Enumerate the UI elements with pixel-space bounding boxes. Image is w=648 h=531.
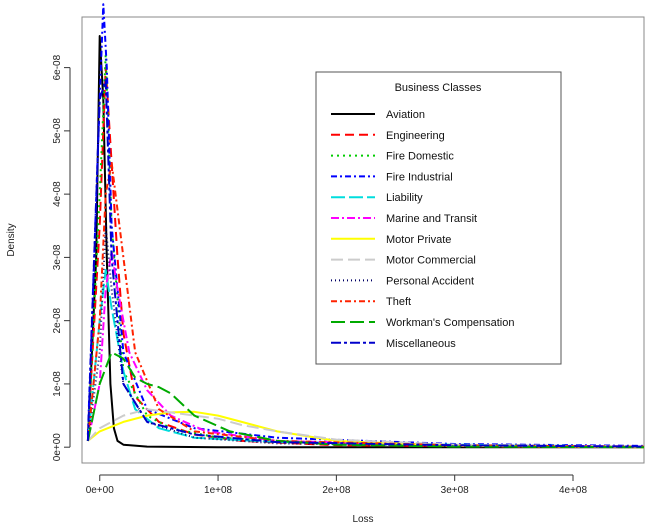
series-line-0 [86, 35, 644, 449]
series-line-10 [86, 351, 645, 449]
x-axis-title: Loss [352, 514, 373, 525]
legend-label: Aviation [386, 109, 425, 121]
legend-title: Business Classes [395, 82, 482, 94]
legend-label: Motor Private [386, 234, 451, 246]
series-line-8 [86, 224, 645, 449]
series-line-11 [86, 79, 645, 448]
y-tick-label: 3e-08 [52, 244, 63, 270]
plot-frame [81, 16, 645, 464]
y-tick-label: 2e-08 [52, 307, 63, 333]
legend: Business Classes Aviation Engineering Fire… [315, 71, 562, 365]
y-tick-label: 1e-08 [52, 371, 63, 397]
x-tick-label: 1e+08 [204, 485, 233, 496]
x-axis: 0e+00 1e+08 2e+08 3e+08 4e+08 [86, 474, 588, 496]
legend-label: Engineering [386, 130, 445, 142]
legend-label: Workman's Compensation [386, 317, 514, 329]
y-tick-label: 5e-08 [52, 118, 63, 144]
legend-label: Liability [386, 192, 423, 204]
y-tick-label: 6e-08 [52, 54, 63, 80]
y-tick-label: 0e+00 [52, 433, 63, 462]
series-line-3 [86, 3, 645, 447]
legend-label: Marine and Transit [386, 213, 477, 225]
legend-box [315, 71, 562, 365]
series-layer [86, 3, 645, 449]
x-tick-label: 0e+00 [86, 485, 115, 496]
legend-label: Fire Domestic [386, 151, 454, 163]
series-line-7 [87, 408, 645, 448]
series-line-6 [87, 410, 645, 449]
legend-items: Aviation Engineering Fire Domestic Fire Ind… [331, 109, 514, 350]
x-tick-label: 2e+08 [322, 485, 351, 496]
legend-label: Personal Accident [386, 275, 474, 287]
y-tick-label: 4e-08 [52, 181, 63, 207]
legend-label: Miscellaneous [386, 338, 456, 350]
x-tick-label: 4e+08 [559, 485, 588, 496]
legend-label: Theft [386, 296, 411, 308]
y-axis-title: Density [6, 223, 17, 256]
legend-label: Motor Commercial [386, 255, 476, 267]
x-tick-label: 3e+08 [441, 485, 470, 496]
legend-label: Fire Industrial [386, 171, 453, 183]
series-line-5 [86, 250, 645, 448]
y-axis: 0e+00 1e-08 2e-08 3e-08 4e-08 5e-08 6e-08 [52, 54, 71, 462]
